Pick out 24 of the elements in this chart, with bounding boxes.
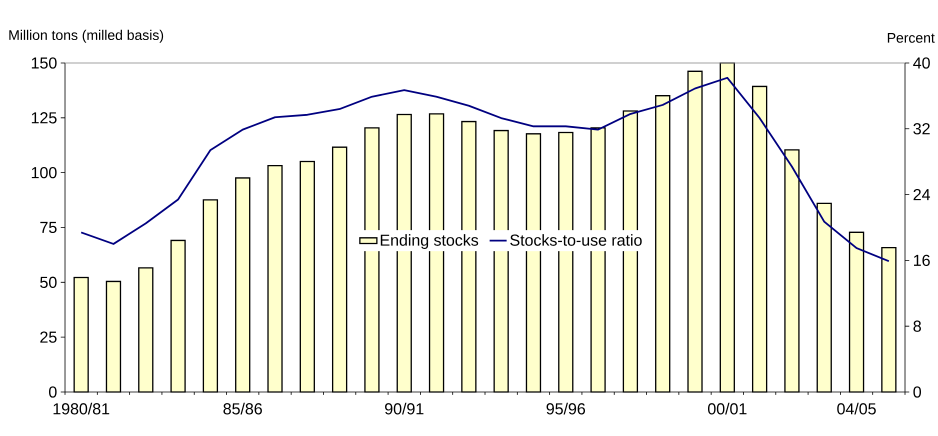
y-tick-label: 25 [40,332,57,343]
y2-tick-label: 40 [913,57,930,69]
x-tick-label: 04/05 [837,402,876,414]
x-tick-label: 95/96 [546,402,586,414]
y2-axis-title: Percent [888,33,935,43]
x-tick-label: 85/86 [223,402,262,414]
y-tick-label: 125 [32,112,57,124]
y2-tick-label: 24 [914,189,930,200]
y-tick-label: 75 [40,222,57,234]
y-tick-label: 150 [32,57,57,69]
line-series [80,76,890,262]
x-tick-label: 00/01 [708,402,746,414]
legend-label: Stocks-to-use ratio [510,234,642,246]
y-tick-label: 50 [40,276,57,288]
y2-tick-label: 8 [913,320,921,332]
legend-label: Ending stocks [380,234,478,249]
y2-tick-label: 32 [913,123,930,134]
y-tick-label: 100 [32,167,57,178]
y-tick-label: 0 [49,386,57,398]
y-axis-title: Million tons (milled basis) [9,30,164,43]
y2-tick-label: 16 [914,254,930,266]
y2-tick-label: 0 [913,386,922,398]
x-tick-label: 90/91 [385,402,424,414]
x-tick-label: 1980/81 [54,402,110,414]
